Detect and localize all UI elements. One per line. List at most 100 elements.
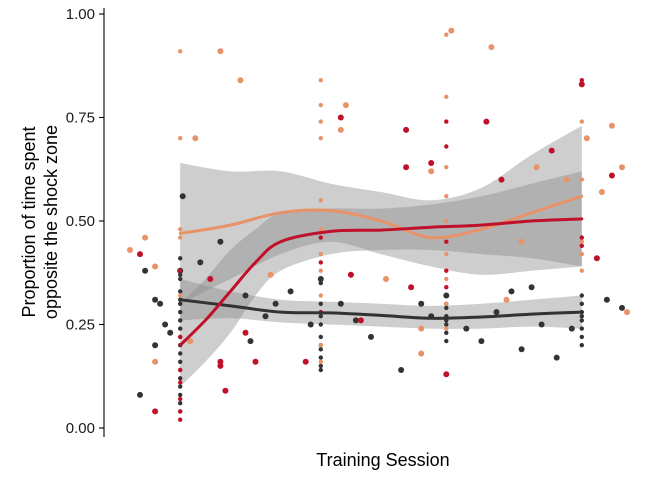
x-axis-title: Training Session <box>316 450 449 470</box>
smooth-line-2 <box>178 194 584 240</box>
data-point <box>307 321 314 328</box>
data-point <box>217 238 224 245</box>
data-point <box>318 198 323 203</box>
data-point <box>483 118 490 125</box>
data-point <box>383 276 389 282</box>
data-point <box>579 301 584 306</box>
data-point <box>608 172 615 179</box>
data-point <box>178 409 183 414</box>
data-point <box>398 367 405 373</box>
data-point <box>579 243 584 248</box>
data-point <box>624 309 630 316</box>
data-point <box>178 49 183 54</box>
data-point <box>444 239 449 244</box>
data-point <box>178 227 183 232</box>
data-point <box>178 256 183 261</box>
data-point <box>178 376 183 381</box>
data-point <box>242 329 249 336</box>
data-point <box>553 354 560 361</box>
data-point <box>318 280 323 286</box>
data-point <box>178 392 183 398</box>
data-point <box>318 251 323 257</box>
data-point <box>318 268 323 273</box>
data-point <box>478 338 485 345</box>
data-point <box>178 359 183 364</box>
data-point <box>498 176 505 183</box>
data-point <box>608 122 615 129</box>
smooth-line-1 <box>178 298 584 320</box>
data-point <box>444 218 449 224</box>
data-point <box>178 334 183 340</box>
data-point <box>418 350 425 357</box>
data-point <box>267 271 274 278</box>
confidence-band-2 <box>180 125 582 304</box>
data-point <box>318 119 323 124</box>
data-point <box>318 260 323 265</box>
data-point <box>152 296 159 303</box>
data-point <box>368 333 374 340</box>
data-point <box>443 371 450 378</box>
data-point <box>318 78 323 83</box>
data-point <box>152 342 159 349</box>
data-point <box>548 147 555 154</box>
data-point <box>598 189 605 195</box>
smooth-line-3 <box>178 217 584 347</box>
data-point <box>418 325 425 332</box>
data-point <box>357 317 364 324</box>
data-point <box>603 296 610 303</box>
lines-layer <box>178 194 584 347</box>
data-point <box>127 247 133 253</box>
data-point <box>178 136 183 141</box>
data-point <box>187 338 194 345</box>
data-point <box>579 177 584 182</box>
data-point <box>167 329 174 336</box>
data-point <box>318 322 323 327</box>
data-point <box>207 276 214 282</box>
data-point <box>579 235 584 240</box>
data-point <box>444 338 449 344</box>
data-point <box>178 235 183 240</box>
data-point <box>533 164 540 171</box>
data-point <box>287 288 294 295</box>
data-point <box>444 194 449 199</box>
data-point <box>619 304 625 311</box>
data-point <box>178 367 183 373</box>
data-point <box>337 126 344 133</box>
data-point <box>579 343 584 348</box>
data-point <box>579 251 584 257</box>
data-point <box>503 296 510 303</box>
data-point <box>508 288 515 295</box>
data-point <box>337 300 344 307</box>
data-point <box>178 318 183 323</box>
data-point <box>152 263 159 270</box>
data-point <box>579 314 584 319</box>
data-point <box>579 239 584 244</box>
data-point <box>579 119 584 124</box>
data-point <box>262 313 269 320</box>
data-point <box>142 234 149 241</box>
data-point <box>593 255 600 262</box>
y-axis-title-line-2: opposite the shock zone <box>41 125 61 319</box>
data-point <box>217 362 224 369</box>
data-point <box>222 387 229 394</box>
data-point <box>347 271 354 278</box>
data-point <box>157 300 164 307</box>
data-point <box>444 268 449 273</box>
data-point <box>518 238 525 245</box>
data-point <box>178 309 183 315</box>
data-point <box>152 358 159 365</box>
data-point <box>162 321 169 328</box>
data-point <box>178 401 183 406</box>
data-point <box>444 165 449 170</box>
y-axis-ticks: 0.00 0.25 0.50 0.75 1.00 <box>66 6 104 437</box>
data-point <box>443 292 450 299</box>
data-point <box>318 227 323 232</box>
data-point <box>318 343 323 348</box>
data-point <box>137 251 143 258</box>
data-point <box>444 285 449 290</box>
data-point <box>488 44 495 51</box>
data-point <box>428 168 435 175</box>
y-tick-label: 0.00 <box>66 420 95 437</box>
data-point <box>444 326 449 331</box>
data-point <box>579 268 584 273</box>
